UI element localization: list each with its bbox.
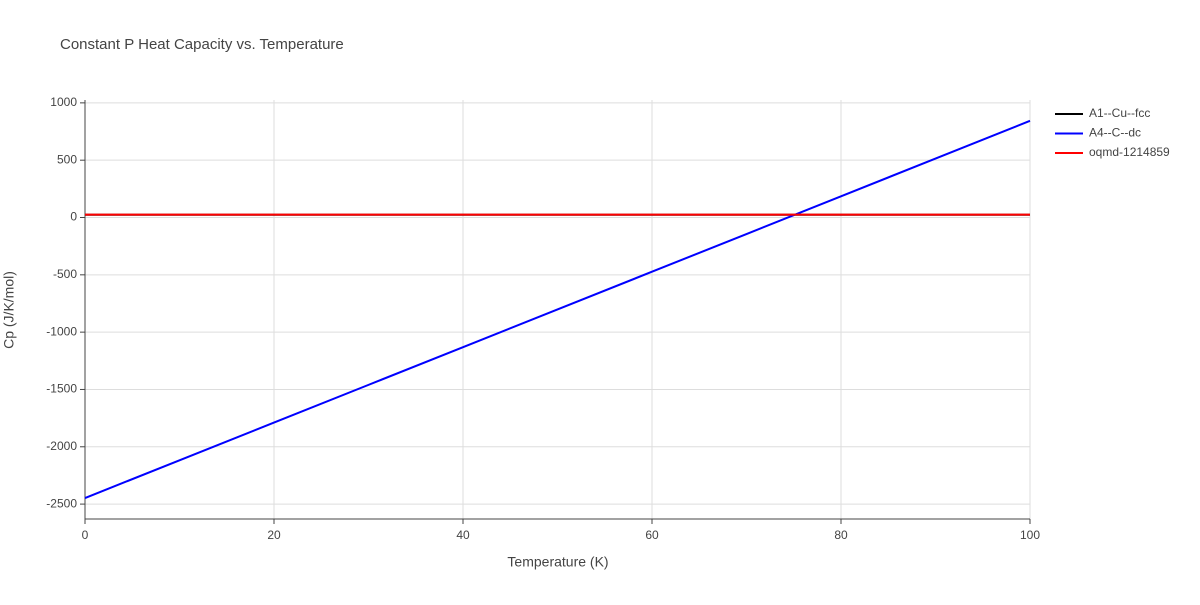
y-axis-label: Cp (J/K/mol)	[1, 271, 17, 349]
x-tick-label: 40	[456, 528, 470, 542]
line	[84, 119, 1031, 499]
x-tick-label: 0	[82, 528, 89, 542]
y-tick-label: -500	[53, 267, 77, 281]
x-tick-label: 80	[834, 528, 848, 542]
y-tick-label: -1000	[46, 324, 77, 338]
y-tick-label: 500	[57, 152, 77, 166]
x-tick-label: 100	[1020, 528, 1040, 542]
x-axis-label: Temperature (K)	[507, 554, 608, 570]
y-tick-label: 0	[70, 210, 77, 224]
legend-label: oqmd-1214859	[1089, 145, 1170, 159]
y-tick-label: 1000	[50, 95, 77, 109]
y-tick-label: -2000	[46, 439, 77, 453]
y-tick-label: -2500	[46, 496, 77, 510]
x-tick-label: 20	[267, 528, 281, 542]
legend-label: A4--C--dc	[1089, 126, 1141, 140]
y-tick-label: -1500	[46, 382, 77, 396]
legend-label: A1--Cu--fcc	[1089, 106, 1150, 120]
x-tick-label: 60	[645, 528, 659, 542]
chart-title: Constant P Heat Capacity vs. Temperature	[60, 36, 344, 53]
